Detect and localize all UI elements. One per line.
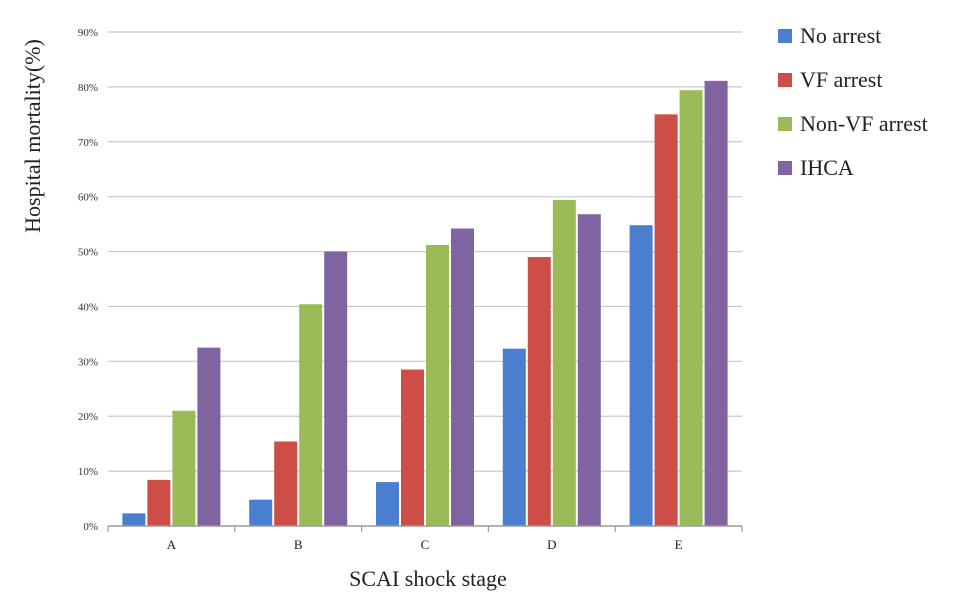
legend-label: Non-VF arrest	[800, 111, 928, 136]
legend-label: VF arrest	[800, 67, 882, 92]
bar-no-arrest-e	[629, 225, 653, 526]
y-axis-ticks: 0% 10% 20% 30% 40% 50% 60% 70% 80% 90%	[78, 27, 98, 533]
legend-swatch	[778, 161, 792, 175]
bar-no-arrest-c	[376, 482, 399, 526]
x-axis-label: SCAI shock stage	[349, 566, 507, 591]
y-axis-label: Hospital mortality(%)	[20, 39, 45, 233]
x-tick-label: E	[675, 537, 683, 552]
x-axis-ticks: A B C D E	[107, 526, 743, 552]
bar-no-arrest-b	[249, 499, 273, 526]
bar-non-vf-arrest-c	[426, 244, 449, 527]
legend-swatch	[778, 117, 792, 131]
bar-non-vf-arrest-b	[299, 304, 323, 526]
y-tick-label: 20%	[78, 411, 98, 423]
bar-vf-arrest-d	[527, 257, 551, 526]
bar-ihca-e	[704, 80, 728, 527]
bar-ihca-d	[577, 214, 601, 526]
y-tick-label: 0%	[83, 521, 98, 533]
y-tick-label: 90%	[78, 27, 98, 39]
bar-no-arrest-a	[122, 513, 146, 526]
bar-ihca-c	[451, 228, 474, 526]
y-tick-label: 30%	[78, 356, 98, 368]
bar-vf-arrest-c	[401, 369, 424, 526]
y-tick-label: 40%	[78, 301, 98, 313]
bar-vf-arrest-a	[147, 479, 171, 526]
legend-swatch	[778, 73, 792, 87]
legend-label: IHCA	[800, 155, 854, 180]
bars	[122, 80, 728, 527]
y-tick-label: 70%	[78, 137, 98, 149]
y-tick-label: 80%	[78, 82, 98, 94]
y-tick-label: 60%	[78, 192, 98, 204]
legend: No arrest VF arrest Non-VF arrest IHCA	[778, 23, 928, 180]
bar-non-vf-arrest-d	[552, 199, 576, 526]
bar-ihca-b	[324, 251, 348, 527]
legend-label: No arrest	[800, 23, 881, 48]
bar-vf-arrest-e	[654, 114, 678, 526]
bar-no-arrest-d	[502, 348, 526, 526]
y-tick-label: 10%	[78, 466, 98, 478]
legend-swatch	[778, 29, 792, 43]
bar-vf-arrest-b	[274, 441, 298, 526]
bar-ihca-a	[197, 347, 221, 526]
x-tick-label: B	[294, 537, 303, 552]
x-tick-label: C	[421, 537, 430, 552]
y-tick-label: 50%	[78, 247, 98, 259]
x-tick-label: D	[547, 537, 556, 552]
bar-non-vf-arrest-e	[679, 90, 703, 526]
bar-non-vf-arrest-a	[172, 410, 196, 526]
x-tick-label: A	[167, 537, 177, 552]
